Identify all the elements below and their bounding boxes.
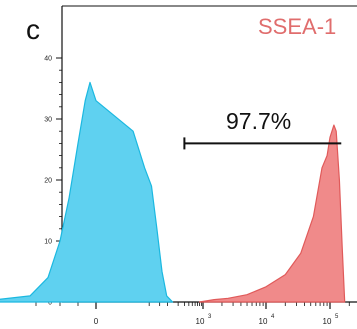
y-tick-label: 30 [44,117,52,124]
x-tick-exponent: 3 [208,314,212,320]
x-tick-label: 10 [259,317,268,326]
gate-layer [183,137,342,150]
series-layer [0,81,346,303]
x-axis: 0 10 3 10 4 10 5 [35,301,357,326]
y-tick-label: 40 [44,56,52,63]
x-tick-label: 10 [323,317,332,326]
x-tick-exponent: 4 [271,314,275,320]
x-tick-exponent: 5 [335,314,339,320]
y-tick-label: 0 [48,300,52,307]
x-tick-label: 0 [94,317,99,326]
y-tick-label: 10 [44,239,52,246]
x-tick-label: 10 [196,317,205,326]
y-tick-label: 20 [44,178,52,185]
histogram-series-1 [0,81,174,303]
gate-percentage-label: 97.7% [226,108,292,134]
chart-title: SSEA-1 [258,14,337,39]
panel-label: c [26,14,40,45]
histogram-series-2 [198,124,346,303]
